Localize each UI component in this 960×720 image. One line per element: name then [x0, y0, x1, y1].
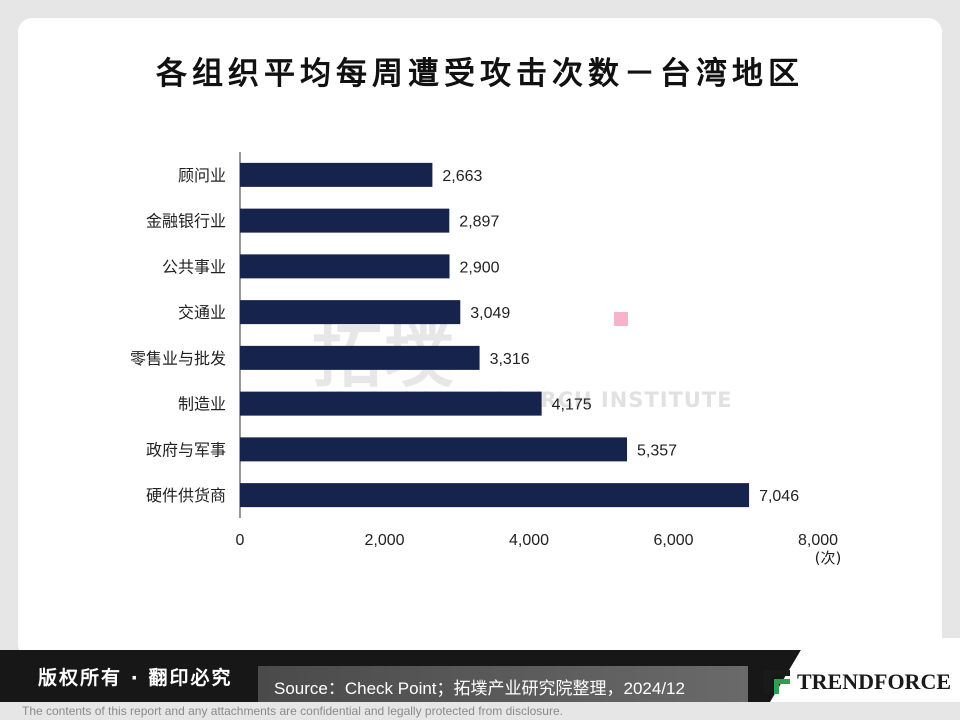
- category-label: 金融银行业: [146, 212, 226, 231]
- bar-4: [240, 345, 480, 370]
- value-label: 2,663: [442, 168, 482, 185]
- x-tick-label: 2,000: [364, 532, 404, 549]
- trendforce-logo-text: TRENDFORCE: [797, 669, 952, 694]
- value-label: 7,046: [759, 488, 799, 505]
- bar-chart: 顾问业 2,663 金融银行业 2,897 公共事业 2,900 交通业 3,049 零售业与批…: [130, 152, 842, 567]
- value-label: 2,897: [459, 214, 499, 231]
- chart-panel: [18, 18, 942, 658]
- bar-0: [240, 162, 433, 187]
- source-text: Source：Check Point；拓墣产业研究院整理，2024/12: [274, 679, 685, 698]
- bar-7: [240, 483, 750, 508]
- bar-1: [240, 208, 450, 233]
- source-band: [258, 666, 748, 702]
- logo-background: [770, 638, 960, 702]
- category-label: 硬件供货商: [146, 486, 226, 505]
- value-label: 2,900: [460, 259, 500, 276]
- x-tick-label: 4,000: [509, 532, 549, 549]
- bar-5: [240, 391, 542, 416]
- trendforce-logo-icon: [764, 670, 790, 694]
- chart-title: 各组织平均每周遭受攻击次数－台湾地区: [156, 56, 804, 92]
- disclaimer-text: The contents of this report and any atta…: [22, 704, 563, 718]
- category-label: 政府与军事: [146, 440, 226, 459]
- value-label: 5,357: [637, 442, 677, 459]
- value-label: 3,316: [490, 351, 530, 368]
- copyright-notice: 版权所有 · 翻印必究: [38, 667, 233, 689]
- category-label: 顾问业: [178, 166, 226, 185]
- value-label: 3,049: [470, 305, 510, 322]
- x-axis-unit-label: (次): [815, 549, 842, 567]
- bar-2: [240, 254, 450, 279]
- bar-6: [240, 437, 628, 462]
- category-label: 制造业: [178, 395, 226, 414]
- x-tick-label: 0: [236, 532, 245, 549]
- category-label: 公共事业: [162, 257, 226, 276]
- bar-3: [240, 300, 461, 325]
- x-tick-label: 6,000: [653, 532, 693, 549]
- x-tick-label: 8,000: [798, 532, 838, 549]
- category-label: 零售业与批发: [130, 349, 226, 368]
- watermark-dot-icon: [614, 312, 628, 326]
- value-label: 4,175: [552, 397, 592, 414]
- category-label: 交通业: [178, 303, 226, 322]
